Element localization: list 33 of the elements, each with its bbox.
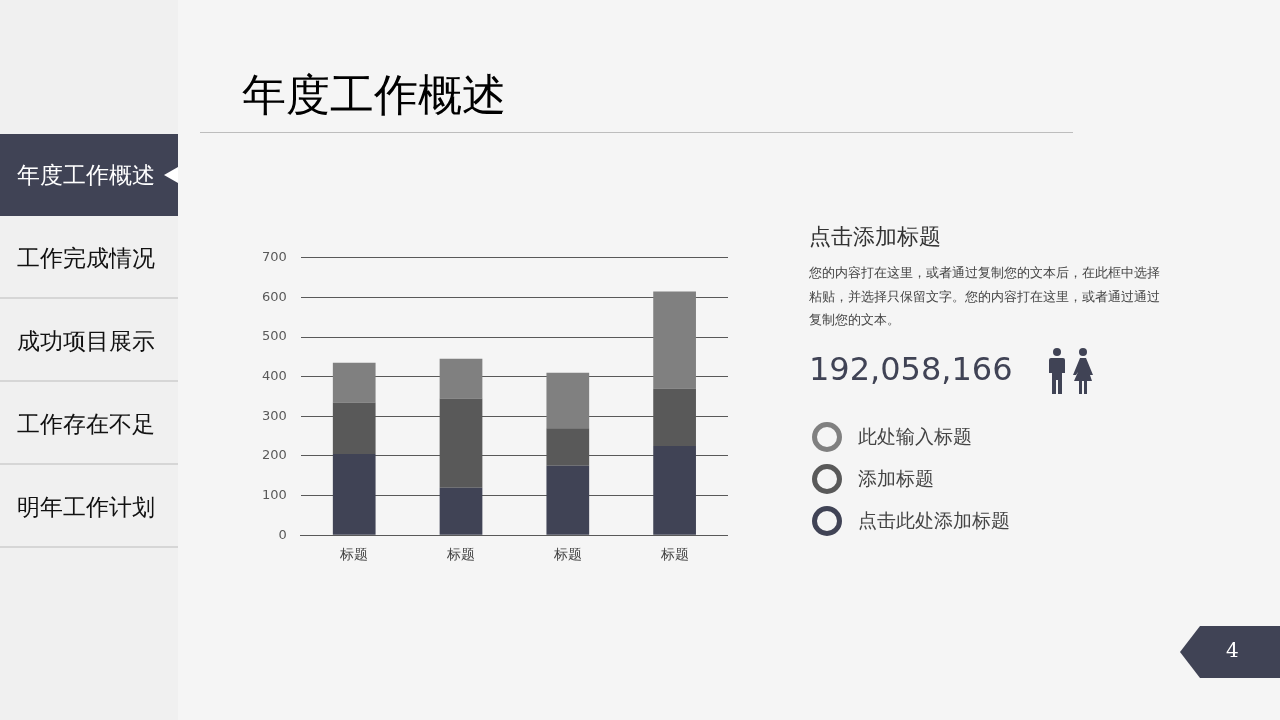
y-tick-label: 600 <box>261 288 287 304</box>
text: 192,058,166 <box>809 350 1013 388</box>
bar <box>653 291 696 389</box>
text: 工作完成情况 <box>0 217 178 299</box>
x-tick-label: 标题 <box>552 546 582 563</box>
y-tick-label: 200 <box>261 447 287 463</box>
x-tick-label: 标题 <box>446 546 476 563</box>
text: 您的内容打在这里，或者通过复制您的文本后，在此框中选择粘贴，并选择只保留文字。您的内容打在这里，或者通过通过复制您的文本。 <box>809 264 1161 329</box>
y-tick-label: 100 <box>261 486 287 502</box>
text: 明年工作计划 <box>0 466 178 548</box>
text: 年度工作概述 <box>0 134 178 216</box>
chart-title: 年度工作概述 <box>242 68 506 122</box>
bar <box>546 372 590 429</box>
legend-label: 添加标题 <box>858 466 934 491</box>
bar <box>653 446 696 535</box>
x-tick-label: 标题 <box>339 546 369 563</box>
text: 4 <box>1226 638 1239 662</box>
y-tick-label: 300 <box>261 407 287 423</box>
x-tick-label: 标题 <box>659 546 689 563</box>
bar <box>332 362 376 403</box>
y-tick-label: 700 <box>261 249 287 265</box>
y-tick-label: 400 <box>261 368 287 384</box>
bar <box>546 465 590 535</box>
text: 工作存在不足 <box>0 383 178 465</box>
legend-label: 此处输入标题 <box>858 424 972 449</box>
text: 成功项目展示 <box>0 300 178 382</box>
legend-label: 点击此处添加标题 <box>858 508 1010 533</box>
bar <box>439 358 483 399</box>
y-tick-label: 500 <box>261 328 287 344</box>
bar <box>332 453 376 535</box>
text: 点击添加标题 <box>809 223 941 251</box>
bar <box>439 487 483 535</box>
y-tick-label: 0 <box>278 526 287 542</box>
